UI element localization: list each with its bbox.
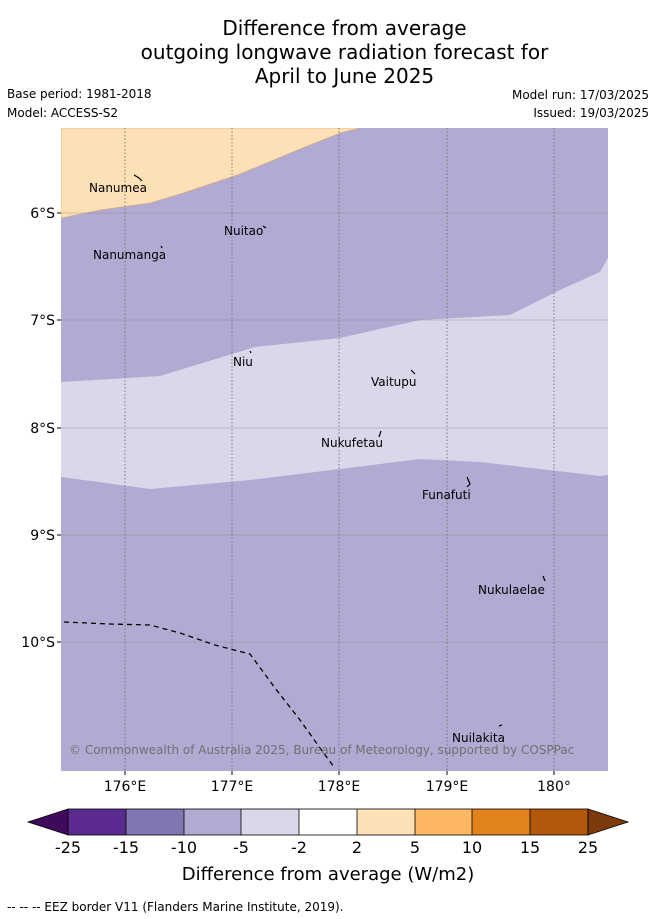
colorbar-tick-6: 5 — [410, 838, 420, 857]
colorbar-tick-9: 25 — [578, 838, 598, 857]
title-line-3: April to June 2025 — [254, 64, 435, 88]
colorbar-tick-3: -5 — [233, 838, 249, 857]
eez-border-line — [63, 621, 335, 768]
longitude-labels: 176°E 177°E 178°E 179°E 180° — [104, 779, 571, 795]
colorbar-swatch-7 — [415, 809, 472, 835]
copyright-text: © Commonwealth of Australia 2025, Bureau… — [69, 743, 574, 757]
colorbar: -25 -15 -10 -5 -2 2 5 10 15 25 Differenc… — [26, 808, 630, 885]
island-outlines — [133, 174, 546, 727]
map-title: Difference from average outgoing longwav… — [0, 16, 655, 88]
colorbar-swatch-6 — [357, 809, 415, 835]
colorbar-tick-5: 2 — [352, 838, 362, 857]
lat-label-7s: 7°S — [30, 313, 55, 329]
lon-label-178e: 178°E — [318, 779, 361, 795]
base-period-text: Base period: 1981-2018 — [7, 87, 152, 101]
title-line-2: outgoing longwave radiation forecast for — [140, 40, 549, 64]
place-label-nuilakita: Nuilakita — [452, 731, 505, 745]
island-nukufetau-outline — [378, 430, 382, 438]
longitude-ticks — [124, 771, 555, 775]
title-line-1: Difference from average — [222, 16, 467, 40]
colorbar-dividers — [125, 809, 531, 835]
island-nukulaelae-outline — [542, 575, 546, 582]
colorbar-tick-7: 10 — [462, 838, 482, 857]
colorbar-swatch-4 — [241, 809, 299, 835]
colorbar-tick-0: -25 — [55, 838, 81, 857]
colorbar-frame — [67, 808, 589, 836]
colorbar-tick-8: 15 — [520, 838, 540, 857]
colorbar-swatch-3 — [184, 809, 241, 835]
colorbar-swatch-2 — [126, 809, 184, 835]
colorbar-tick-1: -15 — [113, 838, 139, 857]
lat-label-6s: 6°S — [30, 206, 55, 222]
category-minus-5-to-minus-2-area — [61, 258, 608, 489]
issued-text: Issued: 19/03/2025 — [533, 106, 649, 120]
category-plus-2-to-5-area — [61, 128, 361, 219]
colorbar-swatch-9 — [530, 809, 588, 835]
place-label-nukufetau: Nukufetau — [321, 436, 383, 450]
island-niu-outline — [249, 350, 252, 354]
colorbar-max-extension — [587, 808, 630, 836]
model-text: Model: ACCESS-S2 — [7, 106, 119, 120]
latitude-labels: 6°S 7°S 8°S 9°S 10°S — [21, 206, 55, 651]
island-nanumea-outline — [133, 174, 143, 182]
colorbar-tick-4: -2 — [291, 838, 307, 857]
lon-label-180: 180° — [537, 779, 571, 795]
island-nuilakita-outline — [498, 724, 503, 727]
place-label-niu: Niu — [233, 355, 253, 369]
island-nanumanga-outline — [160, 245, 163, 249]
place-label-nanumanga: Nanumanga — [93, 248, 166, 262]
colorbar-min-extension — [26, 808, 69, 836]
colorbar-swatch-5 — [299, 809, 357, 835]
map-plot-area: Nanumea Nuitao Nanumanga Niu Vaitupu Nuk… — [61, 128, 608, 771]
place-label-nuitao: Nuitao — [224, 224, 263, 238]
lat-label-10s: 10°S — [21, 635, 55, 651]
lon-label-179e: 179°E — [426, 779, 469, 795]
latitude-ticks — [57, 212, 61, 643]
model-run-text: Model run: 17/03/2025 — [511, 88, 649, 102]
lat-label-8s: 8°S — [30, 421, 55, 437]
island-funafuti-outline — [466, 476, 471, 488]
lat-label-9s: 9°S — [30, 528, 55, 544]
colorbar-tick-2: -10 — [171, 838, 197, 857]
place-label-nukulaelae: Nukulaelae — [478, 583, 545, 597]
latitude-gridlines — [61, 212, 608, 643]
island-vaitupu-outline — [410, 369, 416, 375]
longitude-gridlines — [124, 128, 555, 771]
place-label-funafuti: Funafuti — [422, 488, 471, 502]
colorbar-label: Difference from average (W/m2) — [182, 864, 474, 885]
colorbar-swatch-1 — [68, 809, 126, 835]
lon-label-177e: 177°E — [211, 779, 254, 795]
island-nuitao-outline — [262, 225, 267, 229]
colorbar-tick-labels: -25 -15 -10 -5 -2 2 5 10 15 25 — [55, 838, 598, 857]
place-labels: Nanumea Nuitao Nanumanga Niu Vaitupu Nuk… — [89, 181, 545, 745]
place-label-vaitupu: Vaitupu — [371, 375, 417, 389]
colorbar-swatch-8 — [472, 809, 530, 835]
eez-footnote: -- -- -- EEZ border V11 (Flanders Marine… — [7, 900, 344, 914]
lon-label-176e: 176°E — [104, 779, 147, 795]
place-label-nanumea: Nanumea — [89, 181, 147, 195]
forecast-map: Nanumea Nuitao Nanumanga Niu Vaitupu Nuk… — [21, 128, 630, 885]
